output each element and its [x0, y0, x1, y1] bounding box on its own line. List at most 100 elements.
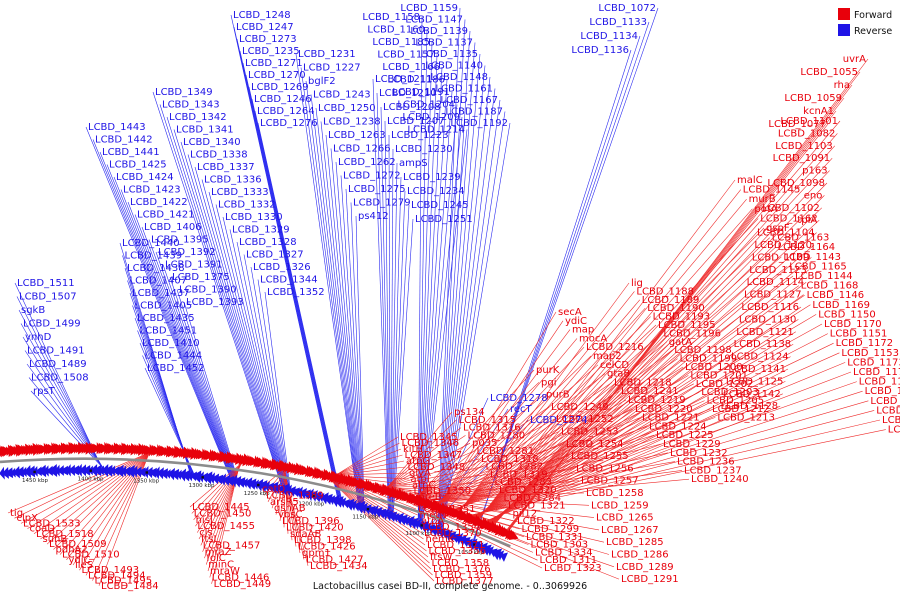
leader-line: [382, 474, 489, 489]
leader-line: [320, 121, 362, 510]
leader-line: [282, 464, 309, 566]
gene-arrow: [344, 498, 355, 511]
gene-arrow: [429, 524, 440, 537]
gene-label: LCBD_1205: [707, 396, 765, 407]
gene-label: LCBD_1267: [601, 525, 659, 536]
gene-label: atpC: [412, 480, 435, 491]
gene-label: LCBD_1350: [414, 486, 472, 497]
leader-line: [134, 214, 236, 484]
gene-label: LCBD_1508: [31, 373, 89, 384]
leader-line: [391, 190, 406, 519]
gene-label: LCBD_1190: [647, 303, 705, 314]
gene-label: LCBD_1328: [239, 237, 297, 248]
leader-line: [435, 364, 599, 506]
gene-label: LCBD_1193: [653, 312, 711, 323]
gene-label: LCBD_1109: [752, 252, 810, 263]
gene-label: LCBD_1207: [387, 116, 445, 127]
gene-label: LCBD_1246: [254, 94, 312, 105]
leader-line: [430, 470, 683, 504]
gene-label: LCBD_1437: [132, 288, 190, 299]
gene-label: LCBD_1258: [586, 488, 644, 499]
gene-label: LCBD_1232: [670, 448, 728, 459]
gene-label: LCBD_1271: [245, 58, 303, 69]
gene-label: LCBD_1142: [723, 389, 781, 400]
leader-line: [113, 176, 235, 484]
leader-line: [159, 104, 285, 492]
leader-line: [295, 53, 360, 509]
gene-arrow: [260, 456, 267, 470]
leader-line: [432, 426, 648, 505]
gene-label: LCBD_1187: [445, 107, 503, 118]
gene-label: LCBD_1392: [158, 247, 216, 258]
gene-label: LCBD_1221: [642, 413, 700, 424]
leader-line: [437, 7, 461, 534]
leader-line: [201, 179, 287, 493]
gene-label: LCBD_1435: [137, 313, 195, 324]
gene-label: LCBD_1229: [663, 439, 721, 450]
leader-line: [310, 94, 361, 510]
gene-label: LCBD_1255: [571, 451, 629, 462]
leader-line: [491, 157, 833, 526]
gene-arrow: [192, 470, 202, 483]
gene-label: LCBD_1140: [425, 61, 483, 72]
leader-line: [420, 79, 448, 528]
gene-label: uvrA: [843, 54, 866, 65]
leader-line: [254, 110, 343, 505]
leader-line: [420, 91, 453, 528]
gene-label: LCBD_1162: [760, 213, 818, 224]
gene-label: LCBD_1273: [239, 34, 297, 45]
leader-line: [431, 443, 662, 504]
leader-line: [467, 410, 875, 517]
leader-line: [229, 229, 289, 493]
leader-line: [439, 76, 491, 534]
leader-line: [141, 226, 237, 484]
gene-arrow: [242, 478, 248, 488]
gene-label: LCBD_1248: [233, 10, 291, 21]
gene-label: p035: [472, 438, 497, 449]
gene-label: LCBD_1322: [517, 516, 575, 527]
gene-label: LCBD_1422: [130, 197, 188, 208]
gene-label: LCBD_1509: [49, 539, 107, 550]
gene-label: LCBD_1241: [621, 386, 679, 397]
leader-line: [180, 141, 286, 492]
gene-label: LCBD_1455: [197, 521, 255, 532]
gene-label: LCBD_1343: [162, 100, 220, 111]
gene-arrow: [54, 464, 60, 477]
gene-arrow: [323, 493, 333, 505]
leader-line: [468, 390, 863, 517]
gene-label: metN: [420, 510, 447, 521]
gene-arrow: [312, 466, 319, 479]
leader-line: [468, 400, 869, 517]
leader-line: [376, 92, 390, 518]
gene-label: suhB: [43, 534, 68, 545]
leader-line: [198, 458, 245, 540]
gene-label: LCBD_1159: [400, 3, 458, 14]
leader-line: [434, 399, 627, 505]
gene-label: gatA: [669, 337, 692, 348]
gene-label: LCBD_1348: [408, 462, 466, 473]
gene-label: LCBD_1263: [328, 130, 386, 141]
leader-line: [391, 176, 402, 519]
gene-label: LCBD_1230: [395, 144, 453, 155]
leader-line: [432, 434, 655, 504]
gene-arrow: [304, 464, 312, 478]
gene-arrow: [398, 514, 408, 526]
leader-line: [169, 276, 239, 484]
gene-label: LCBD_1439: [125, 251, 183, 262]
gene-label: LCBD_1272: [343, 171, 401, 182]
leader-line: [350, 202, 364, 511]
gene-arrow: [387, 511, 398, 522]
leader-line: [33, 448, 156, 535]
gene-label: LCBD_1055: [800, 67, 858, 78]
gene-label: LCBD_1177: [870, 396, 900, 407]
leader-line: [420, 104, 458, 528]
scale-tick-label: 1150 kbp: [352, 515, 378, 521]
gene-arrow: [126, 464, 135, 478]
leader-line: [127, 201, 236, 484]
gene-label: LCBD_1359: [435, 570, 493, 581]
gene-arrow: [92, 464, 102, 477]
leader-line: [439, 53, 481, 534]
leader-line: [456, 324, 657, 513]
gene-label: LCBD_1434: [310, 561, 368, 572]
gene-label: gtaB: [607, 369, 630, 380]
